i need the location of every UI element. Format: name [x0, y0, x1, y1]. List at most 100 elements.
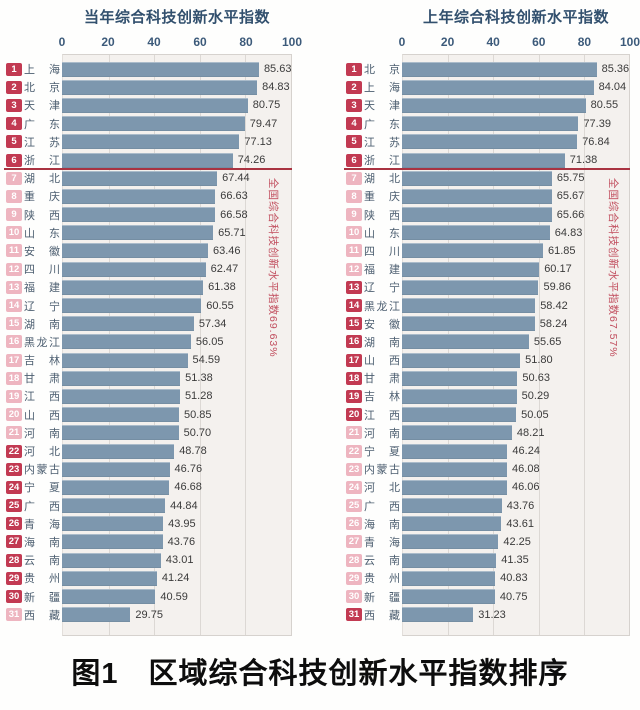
value-label: 62.47: [210, 263, 239, 276]
axis-tick: 100: [619, 35, 640, 49]
table-row: 4 广东 79.47: [4, 115, 292, 133]
bar-cell: 66.63: [62, 187, 292, 205]
value-label: 46.68: [174, 481, 202, 494]
value-label: 43.76: [506, 499, 535, 512]
rank-badge: 21: [346, 426, 362, 440]
table-row: 2 北京 84.83: [4, 78, 292, 96]
value-label: 43.95: [168, 517, 196, 530]
table-row: 7 湖北 67.44: [4, 169, 292, 187]
value-bar: [402, 534, 499, 550]
province-label: 青海: [364, 536, 400, 549]
value-bar: [402, 479, 508, 495]
axis-tick: 40: [147, 35, 161, 49]
value-label: 48.78: [179, 445, 207, 458]
axis-tick: 0: [58, 35, 66, 49]
province-label: 山东: [24, 227, 60, 240]
value-bar: [62, 607, 131, 623]
bar-cell: 51.80: [402, 351, 630, 369]
value-label: 65.71: [218, 226, 246, 239]
province-label: 湖北: [24, 173, 60, 186]
value-bar: [62, 61, 259, 77]
value-label: 50.85: [183, 408, 212, 421]
value-bar: [402, 61, 597, 77]
rank-badge: 26: [346, 517, 362, 531]
value-bar: [402, 152, 565, 168]
province-label: 西藏: [24, 609, 60, 622]
bar-cell: 50.05: [402, 406, 630, 424]
rank-badge: 8: [6, 189, 22, 203]
table-row: 18 甘肃 50.63: [344, 369, 630, 387]
table-row: 17 山西 51.80: [344, 351, 630, 369]
province-label: 浙江: [364, 155, 400, 168]
value-label: 84.83: [262, 81, 290, 94]
axis-tick: 80: [239, 35, 253, 49]
province-label: 青海: [24, 518, 60, 531]
value-bar: [62, 116, 245, 132]
axis-tick: 80: [577, 35, 592, 49]
province-label: 天津: [364, 100, 400, 113]
value-label: 40.75: [499, 590, 528, 603]
value-bar: [402, 116, 579, 132]
value-label: 51.28: [184, 390, 213, 403]
gridline: [583, 55, 585, 635]
rank-badge: 15: [346, 317, 362, 331]
rank-badge: 12: [346, 262, 362, 276]
table-row: 6 浙江 74.26: [4, 151, 292, 169]
value-label: 50.70: [183, 426, 212, 439]
rank-badge: 9: [346, 208, 362, 222]
value-bar: [62, 534, 163, 550]
value-bar: [402, 207, 552, 223]
value-label: 60.55: [206, 299, 234, 312]
value-bar: [402, 370, 518, 386]
table-row: 22 河北 48.78: [4, 442, 292, 460]
value-label: 41.24: [161, 572, 190, 585]
rank-badge: 13: [6, 280, 22, 294]
province-label: 海南: [364, 518, 400, 531]
bar-cell: 46.06: [402, 478, 630, 496]
bar-cell: 48.21: [402, 424, 630, 442]
bar-cell: 61.85: [402, 242, 630, 260]
table-row: 4 广东 77.39: [344, 115, 630, 133]
table-row: 3 天津 80.55: [344, 96, 630, 114]
province-label: 辽宁: [364, 282, 400, 295]
bar-cell: 54.59: [62, 351, 292, 369]
province-label: 吉林: [24, 355, 60, 368]
bar-cell: 59.86: [402, 278, 630, 296]
province-label: 广西: [364, 500, 400, 513]
bar-cell: 42.25: [402, 533, 630, 551]
value-label: 50.63: [522, 372, 550, 385]
value-label: 41.35: [501, 554, 529, 567]
axis-tick: 60: [193, 35, 207, 49]
table-row: 5 江苏 77.13: [4, 133, 292, 151]
rank-badge: 11: [6, 244, 22, 258]
bar-cell: 65.71: [62, 224, 292, 242]
x-axis: 0 20 40 60 80 100: [399, 32, 640, 54]
value-label: 60.17: [544, 263, 572, 276]
value-bar: [402, 334, 529, 350]
rank-badge: 2: [6, 80, 22, 94]
value-label: 61.38: [208, 281, 236, 294]
province-label: 贵州: [364, 573, 400, 586]
rank-badge: 27: [346, 535, 362, 549]
province-label: 安徽: [364, 318, 400, 331]
value-bar: [62, 570, 157, 586]
chart-title: 上年综合科技创新水平指数: [422, 9, 609, 26]
table-row: 13 辽宁 59.86: [344, 278, 630, 296]
table-row: 8 重庆 65.67: [344, 187, 630, 205]
value-bar: [62, 97, 248, 113]
bar-cell: 62.47: [62, 260, 292, 278]
table-row: 24 宁夏 46.68: [4, 478, 292, 496]
province-label: 甘肃: [24, 373, 60, 386]
province-label: 湖北: [364, 173, 400, 186]
province-label: 北京: [364, 64, 400, 77]
value-label: 79.47: [249, 117, 278, 130]
rank-badge: 23: [6, 462, 22, 476]
province-label: 广东: [24, 118, 60, 131]
value-bar: [62, 207, 216, 223]
value-label: 77.39: [583, 117, 611, 130]
rank-badge: 5: [6, 135, 22, 149]
bar-cell: 43.76: [402, 497, 630, 515]
bar-cell: 51.38: [62, 369, 292, 387]
table-row: 29 贵州 40.83: [344, 569, 630, 587]
